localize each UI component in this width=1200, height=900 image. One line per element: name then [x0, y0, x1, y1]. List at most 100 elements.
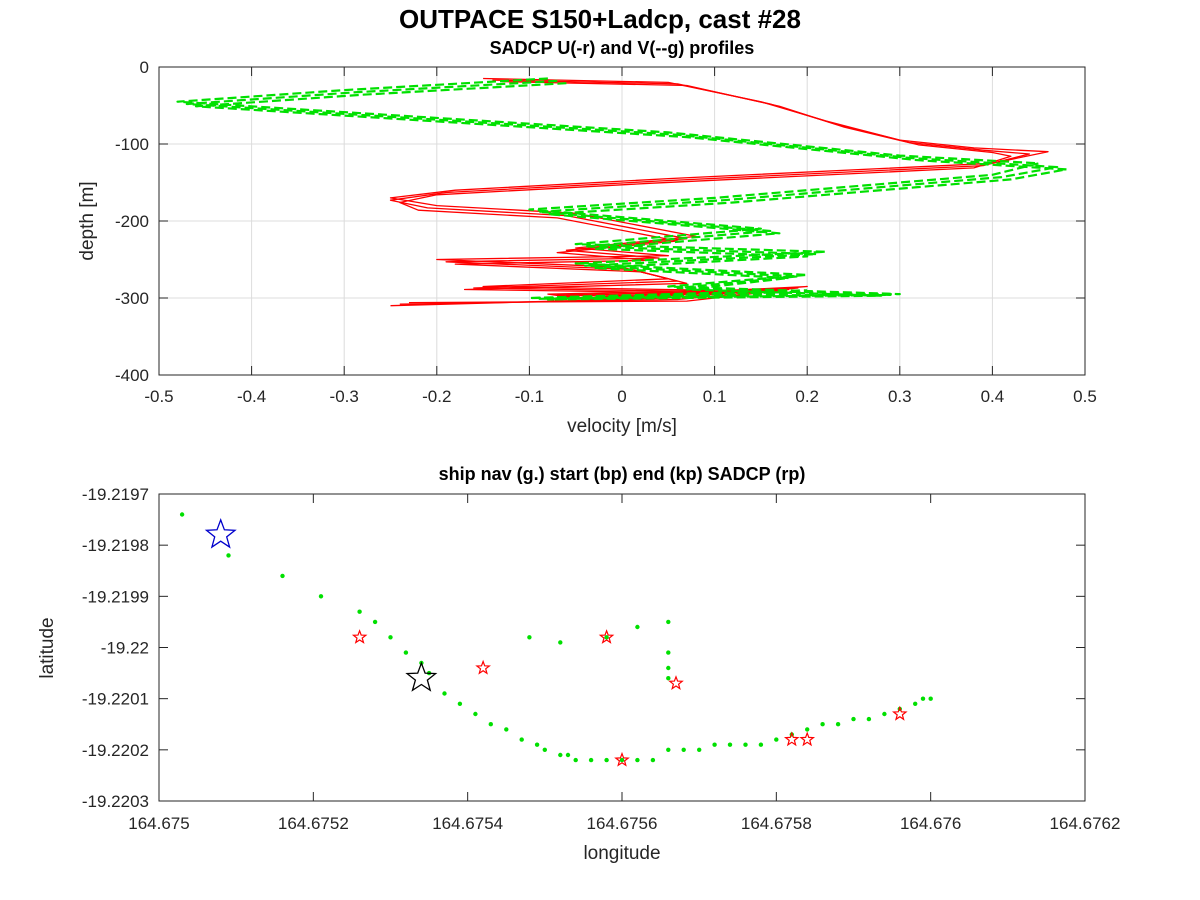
nav-point [504, 727, 509, 732]
nav-y-tick-label: -19.2201 [82, 690, 149, 709]
nav-y-tick-label: -19.2197 [82, 485, 149, 504]
nav-point [666, 665, 671, 671]
nav-point [882, 711, 887, 717]
nav-point [179, 512, 185, 517]
nav-point [565, 752, 571, 758]
u-profile-line-2 [399, 80, 1012, 304]
profile-x-tick-label: -0.4 [237, 387, 266, 406]
profile-y-tick-label: 0 [140, 58, 149, 77]
nav-point [851, 716, 856, 722]
nav-point [588, 757, 594, 763]
v-profile-line-4 [185, 79, 1059, 300]
v-profile-line-5 [194, 82, 1068, 301]
nav-point [527, 635, 532, 640]
u-profile-line-0 [389, 77, 1049, 307]
sadcp-point-star [598, 629, 615, 644]
profile-x-tick-label: -0.5 [144, 387, 173, 406]
nav-point [457, 701, 463, 706]
profile-series-group [176, 77, 1068, 307]
nav-y-axis-label: latitude [37, 617, 58, 678]
profile-x-axis-label: velocity [m/s] [567, 416, 677, 437]
nav-y-tick-label: -19.2202 [82, 741, 149, 760]
profile-chart: SADCP U(-r) and V(--g) profiles -0.5 -0.4… [77, 38, 1097, 437]
sadcp-point-star [799, 731, 816, 747]
nav-point [558, 752, 563, 758]
nav-point [805, 727, 810, 732]
sadcp-point-star [614, 751, 630, 767]
nav-point [604, 757, 609, 763]
nav-point [758, 742, 764, 747]
nav-point [473, 711, 478, 717]
nav-point [604, 635, 609, 640]
nav-plot-area [159, 494, 1085, 801]
nav-point [542, 747, 547, 752]
nav-x-tick-label: 164.6754 [432, 814, 503, 833]
profile-x-tick-label: 0 [617, 387, 626, 406]
nav-point [666, 676, 671, 681]
nav-x-axis-label: longitude [583, 843, 660, 864]
u-profile-line-1 [389, 79, 1031, 305]
profile-y-axis-label: depth [m] [77, 181, 98, 260]
nav-chart: ship nav (g.) start (bp) end (kp) SADCP … [37, 464, 1120, 864]
profile-y-tick-label: -100 [115, 135, 149, 154]
figure-suptitle: OUTPACE S150+Ladcp, cast #28 [399, 4, 801, 34]
nav-point [388, 635, 393, 640]
profile-x-tick-label: -0.2 [422, 387, 451, 406]
nav-point [558, 640, 563, 645]
nav-point [920, 696, 926, 701]
nav-point [403, 650, 409, 655]
nav-point [913, 701, 918, 706]
nav-chart-title: ship nav (g.) start (bp) end (kp) SADCP … [439, 464, 806, 484]
nav-y-tick-label: -19.2203 [82, 792, 149, 811]
nav-point [820, 722, 825, 727]
nav-x-tick-label: 164.675 [128, 814, 189, 833]
nav-point [697, 747, 702, 752]
start-star-marker [204, 518, 237, 549]
nav-y-tick-label: -19.2198 [82, 536, 149, 555]
nav-point [635, 757, 640, 763]
nav-point [280, 573, 285, 579]
profile-x-tick-label: 0.4 [981, 387, 1005, 406]
profile-ticks: -0.5 -0.4 -0.3 -0.2 -0.1 0 0.1 0.2 0.3 0.4 0.5 0 -10… [115, 58, 1097, 406]
nav-point [666, 650, 671, 655]
sadcp-point-star [668, 675, 684, 691]
nav-point [835, 722, 841, 727]
nav-point [226, 553, 231, 558]
profile-x-tick-label: 0.5 [1073, 387, 1097, 406]
nav-point [774, 737, 779, 742]
nav-point [573, 757, 578, 763]
nav-y-tick-label: -19.2199 [82, 587, 149, 606]
nav-y-tick-label: -19.22 [101, 639, 149, 658]
sadcp-point-star [351, 629, 368, 644]
nav-point [519, 737, 524, 742]
profile-y-tick-label: -300 [115, 289, 149, 308]
sadcp-point-star [891, 705, 908, 721]
nav-point [743, 742, 748, 747]
sadcp-point-star [783, 731, 800, 747]
nav-point [372, 619, 378, 625]
nav-point [666, 619, 671, 625]
nav-point [727, 742, 733, 747]
nav-point [866, 716, 872, 722]
nav-point [357, 609, 362, 614]
nav-point [488, 722, 493, 727]
sadcp-point-star [475, 659, 491, 675]
profile-x-tick-label: 0.1 [703, 387, 727, 406]
nav-point [619, 757, 625, 763]
nav-x-tick-label: 164.676 [900, 814, 961, 833]
nav-point [318, 594, 324, 599]
nav-point [666, 747, 671, 752]
profile-x-tick-label: -0.1 [515, 387, 544, 406]
nav-point [681, 747, 686, 752]
nav-points-group [179, 512, 933, 767]
end-star-marker [405, 661, 438, 692]
nav-point [650, 757, 656, 763]
nav-ticks: 164.675 164.6752 164.6754 164.6756 164.6758 1… [82, 485, 1121, 833]
nav-point [442, 691, 447, 696]
profile-chart-title: SADCP U(-r) and V(--g) profiles [490, 38, 755, 58]
nav-point [635, 624, 640, 630]
nav-x-tick-label: 164.6756 [587, 814, 658, 833]
profile-y-tick-label: -400 [115, 366, 149, 385]
profile-y-tick-label: -200 [115, 212, 149, 231]
